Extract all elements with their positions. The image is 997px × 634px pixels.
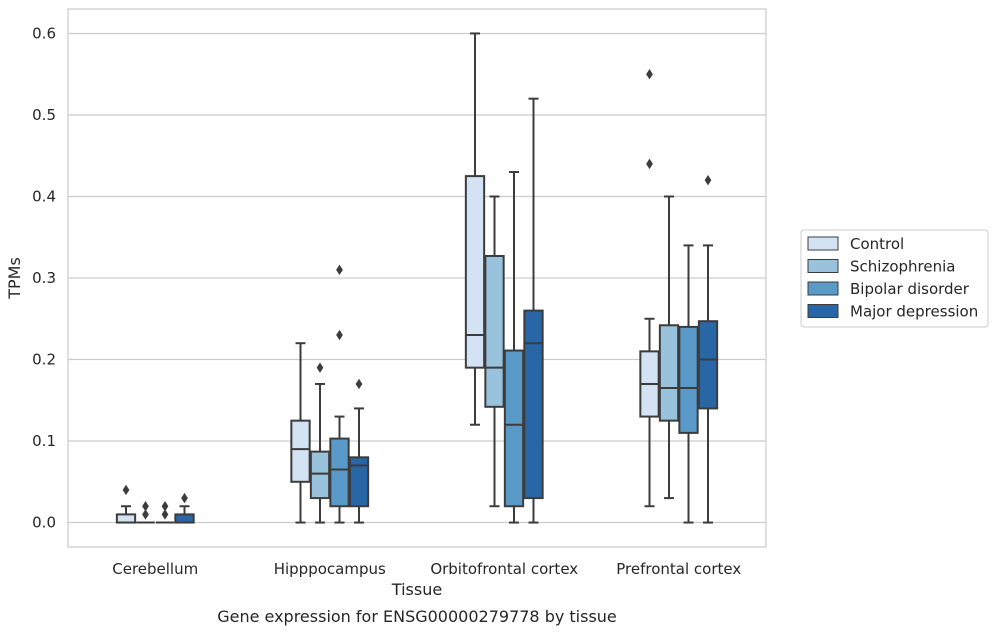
x-axis-ticks: Cerebellum Hipppocampus Orbitofrontal cort… — [112, 560, 741, 578]
y-axis-ticks: 0.0 0.1 0.2 0.3 0.4 0.5 0.6 — [32, 24, 56, 531]
box-2-3 — [523, 97, 544, 524]
x-tick-label: Prefrontal cortex — [616, 560, 741, 578]
outlier — [646, 158, 653, 170]
box-1-2 — [329, 264, 350, 524]
box-3-3 — [697, 174, 719, 524]
outlier — [336, 264, 343, 276]
box-0-0 — [115, 484, 137, 524]
box-0-2 — [155, 501, 175, 524]
outlier — [316, 362, 324, 373]
box — [329, 437, 350, 508]
box-2-2 — [503, 171, 525, 524]
box-3-0 — [639, 69, 660, 508]
x-tick-label: Orbitofrontal cortex — [430, 560, 578, 578]
x-tick-label: Cerebellum — [112, 560, 198, 578]
plot-area — [67, 8, 767, 548]
legend: Control Schizophrenia Bipolar disorder Majo… — [800, 229, 989, 328]
box-2-1 — [484, 195, 505, 508]
outlier — [646, 69, 653, 80]
box — [174, 513, 195, 524]
box — [697, 320, 719, 410]
box — [503, 349, 525, 508]
legend-frame — [800, 229, 989, 328]
box-1-3 — [348, 378, 370, 524]
legend-swatch — [807, 259, 839, 273]
x-axis-label: Tissue — [391, 580, 442, 599]
outlier — [142, 501, 149, 512]
outlier — [142, 509, 149, 520]
outlier — [355, 378, 363, 390]
y-tick-label: 0.2 — [32, 351, 56, 369]
outlier — [181, 492, 188, 504]
box-1-0 — [290, 342, 311, 524]
box-2-0 — [464, 32, 486, 426]
box — [658, 324, 680, 422]
box — [678, 325, 699, 434]
box — [115, 513, 137, 524]
legend-swatch — [807, 281, 839, 296]
legend-label: Schizophrenia — [850, 258, 955, 276]
y-tick-label: 0.1 — [32, 432, 56, 450]
box — [348, 456, 370, 508]
outlier — [122, 484, 130, 496]
legend-swatch — [807, 236, 839, 251]
y-tick-label: 0.5 — [32, 106, 56, 124]
legend-label: Control — [850, 235, 904, 253]
y-tick-label: 0.4 — [32, 187, 56, 205]
legend-label: Bipolar disorder — [850, 280, 970, 298]
box — [484, 254, 505, 408]
box — [523, 309, 544, 500]
outlier — [161, 501, 169, 512]
y-tick-label: 0.6 — [32, 24, 56, 42]
outlier — [704, 174, 712, 186]
box-1-1 — [309, 362, 331, 524]
legend-swatch — [807, 304, 839, 318]
box-0-3 — [174, 492, 195, 524]
box-3-2 — [678, 244, 699, 524]
box-plots — [115, 32, 719, 524]
outlier — [161, 509, 169, 520]
y-tick-label: 0.0 — [32, 514, 56, 532]
y-axis-label: TPMs — [5, 257, 24, 300]
legend-label: Major depression — [850, 303, 978, 321]
box-3-1 — [658, 195, 680, 500]
box — [464, 175, 486, 369]
x-tick-label: Hipppocampus — [274, 560, 386, 578]
outlier — [336, 329, 343, 341]
box — [290, 419, 311, 483]
box — [309, 450, 331, 500]
grid — [68, 32, 766, 524]
chart-caption: Gene expression for ENSG00000279778 by t… — [217, 607, 617, 626]
box-0-1 — [136, 501, 155, 524]
y-tick-label: 0.3 — [32, 269, 56, 287]
